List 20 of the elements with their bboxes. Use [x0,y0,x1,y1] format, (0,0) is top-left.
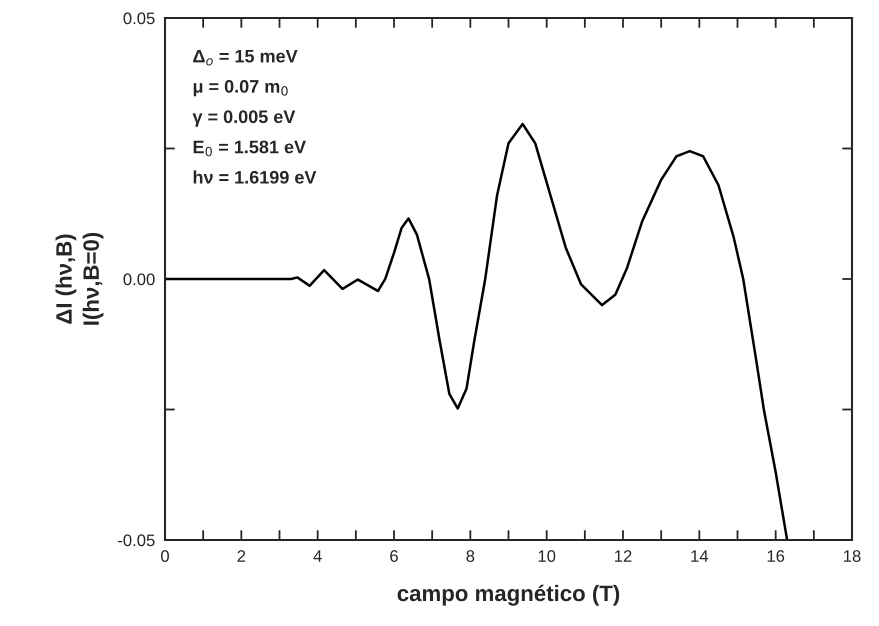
x-tick-label: 6 [390,550,398,562]
x-axis-title: campo magnético (T) [398,584,620,606]
x-tick-label: 12 [615,550,632,562]
annotation: Δ$_{o}$ = 15 meV [193,50,298,66]
x-tick-label: 16 [768,550,784,562]
annotation: hν = 1.6199 eV [194,170,316,184]
y-tick-label: 0.00 [123,273,155,286]
y-axis-title: ΔI (hν,B) I(hν,B=0) [56,232,104,325]
x-tick-label: 10 [538,550,556,562]
x-tick-label: 8 [466,550,474,562]
annotation: μ = 0.07 m$_{0}$ [194,80,288,96]
x-tick-label: 2 [238,550,246,562]
annotation: E$_{0}$ = 1.581 eV [194,140,306,156]
x-tick-label: 4 [313,550,322,562]
y-tick-label: -0.05 [118,534,155,546]
x-tick-label: 0 [161,550,169,562]
y-tick-label: 0.05 [123,12,155,24]
annotation: γ = 0.005 eV [192,110,296,127]
x-tick-label: 18 [844,550,861,562]
x-tick-label: 14 [691,550,708,562]
